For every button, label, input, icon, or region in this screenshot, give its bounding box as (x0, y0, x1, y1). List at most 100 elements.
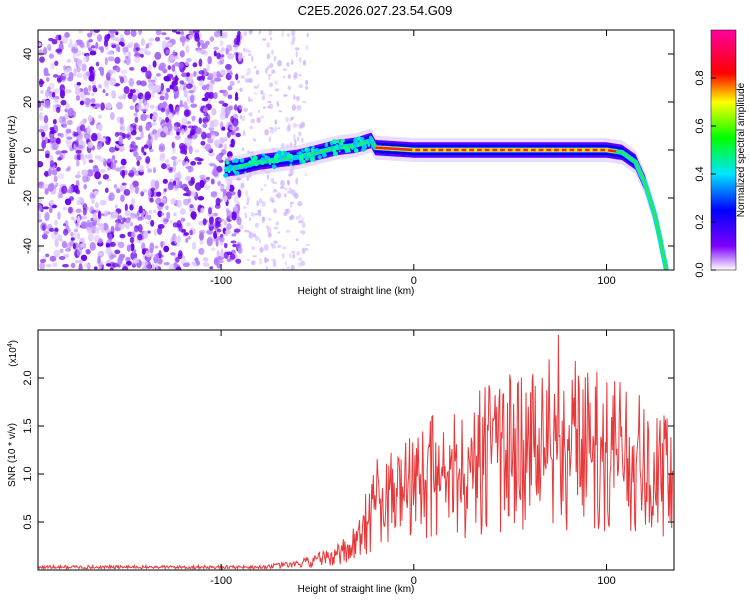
noise-mark (198, 58, 203, 67)
noise-mark (93, 190, 99, 196)
noise-mark (231, 211, 237, 218)
spectrogram-x-tick-label: 100 (597, 275, 615, 287)
spectrogram-x-tick-label: 0 (411, 275, 417, 287)
noise-mark (39, 258, 46, 263)
noise-mark (223, 143, 228, 150)
noise-mark (158, 250, 162, 259)
noise-mark (85, 206, 89, 211)
noise-mark (196, 161, 202, 165)
noise-mark (140, 53, 144, 58)
noise-mark (256, 117, 261, 124)
noise-mark (262, 106, 266, 109)
noise-mark (136, 80, 142, 86)
noise-mark (199, 239, 204, 245)
noise-mark (99, 199, 107, 206)
noise-mark (296, 105, 302, 111)
noise-mark (267, 100, 272, 104)
noise-mark (199, 179, 205, 189)
noise-mark (290, 59, 294, 65)
noise-mark (95, 61, 100, 67)
track-speckle (336, 140, 340, 144)
noise-mark (43, 115, 49, 124)
noise-mark (301, 230, 306, 235)
noise-mark (156, 191, 162, 197)
noise-mark (80, 120, 87, 125)
noise-mark (54, 98, 59, 104)
track-dot (550, 148, 555, 152)
noise-mark (290, 30, 296, 35)
noise-mark (246, 67, 252, 75)
noise-mark (201, 131, 207, 140)
noise-mark (224, 230, 232, 235)
noise-mark (266, 53, 271, 60)
noise-mark (100, 102, 105, 111)
noise-mark (43, 230, 50, 235)
noise-mark (283, 212, 288, 217)
track-speckle (311, 145, 315, 149)
noise-mark (226, 258, 232, 262)
noise-mark (261, 200, 266, 208)
noise-mark (40, 89, 44, 94)
noise-mark (214, 203, 221, 209)
noise-mark (209, 36, 215, 42)
noise-mark (66, 141, 73, 149)
noise-mark (163, 245, 170, 253)
noise-mark (161, 32, 167, 36)
noise-mark (171, 141, 175, 149)
noise-mark (188, 89, 195, 94)
noise-mark (129, 105, 135, 110)
noise-mark (42, 183, 49, 190)
noise-mark (111, 211, 119, 219)
track-speckle (233, 158, 239, 164)
track-speckle (313, 149, 318, 153)
noise-mark (135, 136, 142, 141)
noise-mark (226, 131, 231, 138)
noise-mark (301, 221, 306, 229)
noise-mark (266, 42, 270, 48)
noise-mark (147, 188, 152, 198)
noise-mark (254, 65, 257, 69)
noise-mark (138, 30, 143, 35)
noise-mark (39, 261, 45, 270)
noise-mark (189, 207, 195, 212)
noise-mark (187, 125, 195, 129)
noise-mark (76, 81, 82, 86)
track-dot (497, 148, 501, 152)
noise-mark (74, 41, 78, 49)
noise-mark (253, 138, 257, 142)
noise-mark (150, 122, 158, 126)
noise-mark (273, 226, 279, 230)
noise-mark (124, 210, 131, 217)
noise-mark (233, 228, 241, 233)
noise-mark (96, 143, 102, 150)
noise-mark (120, 158, 127, 166)
noise-mark (90, 133, 98, 142)
noise-mark (141, 260, 149, 267)
noise-mark (75, 149, 82, 154)
noise-mark (133, 42, 139, 48)
noise-mark (297, 262, 302, 268)
snr-x-tick-label: -100 (210, 575, 232, 587)
noise-mark (246, 196, 250, 203)
noise-mark (244, 48, 249, 53)
noise-mark (149, 197, 154, 203)
noise-mark (159, 95, 165, 101)
noise-mark (138, 125, 143, 133)
noise-mark (237, 189, 242, 198)
track-speckle (331, 139, 337, 145)
noise-mark (121, 132, 126, 140)
noise-mark (188, 34, 193, 40)
noise-mark (174, 62, 180, 67)
noise-mark (248, 112, 253, 117)
noise-mark (229, 253, 236, 260)
noise-mark (75, 259, 79, 264)
spectrogram-panel: -100 0 100 -40 -20 0 20 40 Height of straight l… (7, 29, 675, 297)
noise-mark (286, 190, 292, 194)
noise-mark (150, 219, 155, 227)
noise-mark (290, 264, 295, 270)
noise-mark (112, 253, 117, 258)
noise-mark (67, 43, 74, 49)
noise-mark (74, 86, 81, 96)
noise-mark (220, 248, 224, 258)
noise-mark (88, 221, 94, 228)
